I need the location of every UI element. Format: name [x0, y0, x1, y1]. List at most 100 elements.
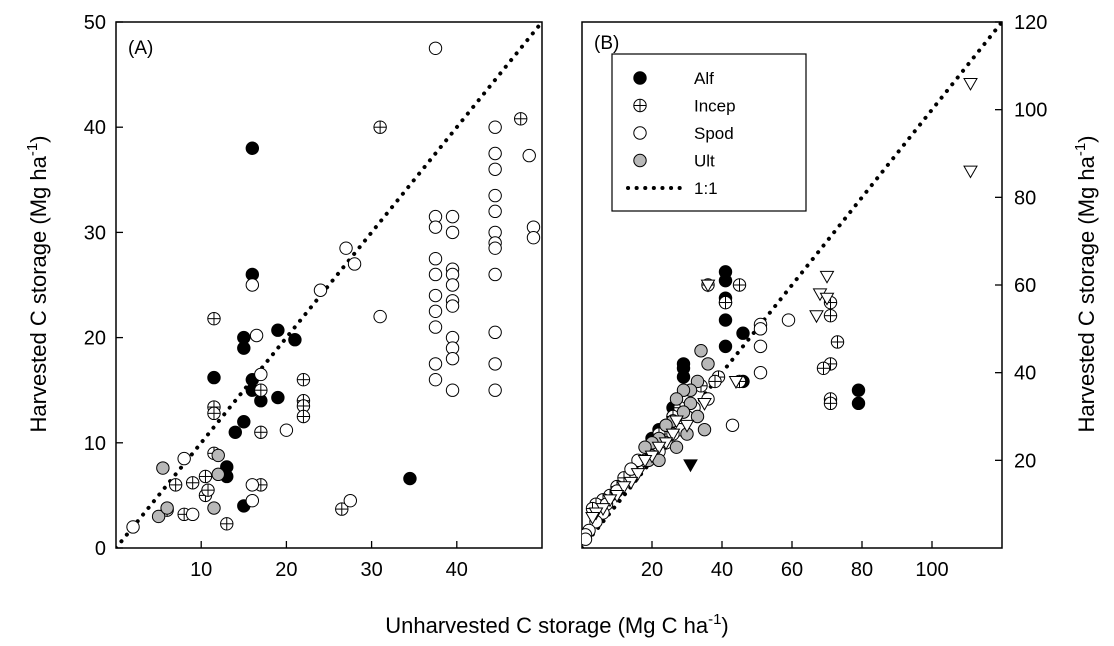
spod-point: [488, 204, 502, 219]
open-triangle-point: [697, 397, 712, 411]
incep-point: [830, 335, 845, 349]
incep-point: [823, 308, 838, 323]
incep-point: [816, 361, 831, 375]
y-tick-label: 50: [84, 12, 106, 34]
legend-label: Alf: [694, 69, 714, 88]
alf-point: [245, 141, 260, 155]
alf-point: [718, 273, 733, 288]
y-tick-label: 120: [1014, 12, 1047, 34]
x-tick-label: 60: [781, 559, 803, 581]
spod-point: [445, 383, 460, 397]
incep-point: [296, 372, 311, 387]
legend-marker: [633, 153, 647, 168]
open-triangle-point: [637, 454, 653, 468]
spod-point: [339, 241, 353, 255]
legend-item-1-1: 1:1: [626, 179, 718, 198]
alf-point: [207, 370, 221, 385]
spod-point: [526, 230, 541, 245]
spod-point: [428, 288, 443, 303]
spod-point: [126, 520, 140, 534]
ult-point: [211, 448, 225, 463]
x-tick-label: 30: [360, 559, 382, 581]
ult-point: [659, 418, 673, 432]
x-tick-label: 40: [711, 559, 733, 581]
spod-point: [245, 478, 260, 492]
spod-point: [753, 365, 768, 380]
alf-point: [288, 333, 302, 347]
filled-triangle-point: [683, 459, 698, 473]
spod-point: [753, 339, 768, 354]
incep-point: [185, 476, 200, 490]
spod-point: [582, 532, 593, 546]
open-triangle-point: [616, 481, 632, 495]
spod-point: [428, 267, 443, 282]
spod-point: [445, 351, 460, 366]
alf-point: [271, 323, 285, 337]
ult-point: [697, 422, 712, 437]
legend-marker: [633, 71, 647, 85]
spod-point: [428, 357, 443, 371]
ult-point: [690, 409, 705, 424]
spod-point: [177, 451, 191, 466]
incep-point: [718, 295, 733, 310]
spod-point: [522, 148, 536, 163]
x-tick-label: 10: [190, 559, 212, 581]
alf-point: [851, 383, 866, 397]
open-triangle-point: [602, 494, 618, 508]
open-triangle-point: [819, 292, 835, 306]
panel-a-one-to-one-line: [116, 22, 542, 548]
legend-item-alf: Alf: [633, 69, 714, 88]
ult-point: [669, 392, 684, 406]
legend-label: 1:1: [694, 179, 718, 198]
spod-point: [245, 278, 260, 292]
ult-point: [690, 374, 705, 389]
ult-point: [151, 509, 166, 524]
legend-marker: [633, 126, 647, 140]
ult-point: [701, 357, 715, 371]
incep-point: [207, 406, 221, 421]
alf-point: [718, 313, 733, 327]
open-triangle-point: [963, 165, 978, 179]
incep-point: [198, 469, 213, 484]
spod-point: [488, 120, 502, 134]
y-axis-title-left: Harvested C storage (Mg ha-1): [24, 135, 51, 432]
y-tick-label: 100: [1014, 100, 1047, 122]
ult-point: [683, 396, 698, 411]
ult-point: [676, 405, 691, 419]
x-tick-label: 20: [641, 559, 663, 581]
incep-point: [254, 425, 268, 439]
panel-b-points: [582, 77, 978, 546]
spod-point: [185, 507, 200, 522]
incep-point: [168, 478, 183, 492]
ult-point: [676, 383, 691, 397]
incep-point: [296, 409, 311, 424]
spod-point: [373, 309, 387, 324]
x-tick-label: 80: [851, 559, 873, 581]
legend-label: Incep: [694, 97, 736, 116]
ult-point: [156, 461, 170, 475]
panel-a-ticks: 10 20 30 40 0 10 20 30 40 50: [84, 12, 468, 581]
legend-label: Spod: [694, 124, 734, 143]
spod-point: [279, 423, 294, 437]
open-triangle-point: [963, 77, 978, 91]
spod-point: [488, 146, 502, 161]
incep-point: [708, 374, 722, 389]
y-tick-label: 80: [1014, 187, 1036, 209]
open-triangle-point: [651, 441, 667, 455]
y-tick-label: 20: [84, 328, 106, 350]
y-tick-label: 0: [95, 538, 106, 560]
spod-point: [753, 322, 768, 336]
incep-point: [335, 502, 349, 516]
ult-point: [638, 440, 652, 454]
spod-point: [445, 278, 460, 292]
y-axis-title-right: Harvested C storage (Mg ha-1): [1072, 135, 1099, 432]
spod-point: [428, 304, 443, 318]
incep-point: [201, 483, 215, 497]
x-tick-label: 40: [446, 559, 468, 581]
y-tick-label: 40: [1014, 363, 1036, 385]
panel-b: 20 40 60 80 100 20 40 60 80 100 120 (B) Alf Incep Sp…: [581, 12, 1047, 581]
spod-point: [428, 220, 443, 234]
ult-point: [669, 440, 684, 454]
open-triangle-point: [630, 468, 646, 481]
incep-point: [823, 396, 838, 411]
